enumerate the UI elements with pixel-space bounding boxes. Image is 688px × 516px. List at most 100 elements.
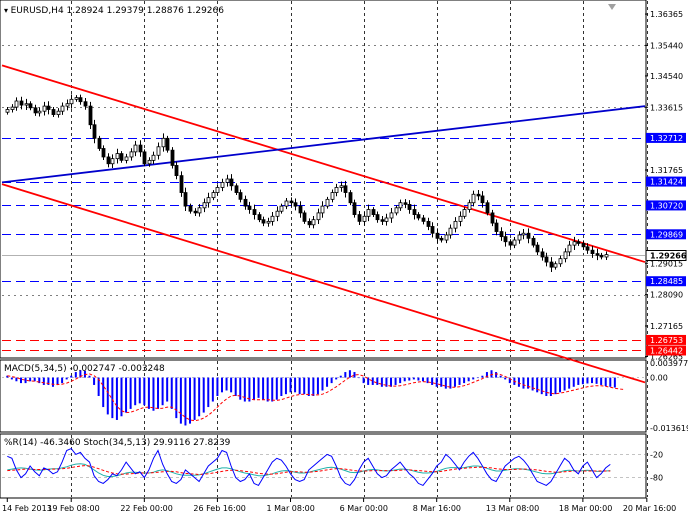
- candle: [161, 133, 166, 152]
- macd-bar: [70, 375, 73, 378]
- lower-red-channel[interactable]: [1, 183, 646, 384]
- candle: [311, 216, 316, 229]
- candle: [243, 195, 248, 210]
- x-tick-label: 18 Mar 00:00: [559, 504, 612, 513]
- macd-bar: [453, 377, 456, 387]
- macd-bar: [275, 377, 278, 400]
- candle: [576, 239, 581, 246]
- macd-bar: [102, 377, 105, 408]
- macd-bar: [24, 377, 27, 384]
- macd-bar: [417, 377, 420, 381]
- macd-bar: [134, 377, 137, 406]
- candle: [56, 108, 61, 118]
- x-tick-label: 13 Mar 08:00: [486, 504, 539, 513]
- macd-bar: [581, 377, 584, 385]
- macd-bar: [476, 377, 479, 379]
- macd-bar: [572, 377, 575, 387]
- macd-bar: [431, 377, 434, 385]
- macd-bar: [307, 377, 310, 396]
- macd-bar: [51, 377, 54, 387]
- candle: [293, 198, 298, 211]
- candle: [480, 191, 485, 208]
- macd-bar: [161, 377, 164, 406]
- macd-bar: [298, 377, 301, 395]
- candle: [544, 252, 549, 267]
- macd-bar: [472, 377, 475, 380]
- macd-bar: [65, 377, 68, 380]
- grid-layer: [2, 1, 648, 497]
- candle: [238, 189, 243, 203]
- macd-bar: [586, 377, 589, 384]
- price-level-label: 1.32712: [650, 134, 683, 143]
- current-price-label: 1.29266: [650, 252, 687, 261]
- candle: [225, 174, 230, 187]
- macd-bar: [604, 377, 607, 387]
- candle: [503, 231, 508, 247]
- candle: [183, 187, 188, 212]
- macd-bar: [294, 377, 297, 393]
- candle: [325, 196, 330, 209]
- candle: [512, 236, 517, 249]
- macd-bar: [508, 377, 511, 384]
- macd-bar: [125, 377, 128, 413]
- macd-bar: [42, 377, 45, 385]
- y-tick-label: 1.36365: [650, 10, 683, 19]
- macd-bar: [56, 377, 59, 385]
- chart-shift-marker-icon[interactable]: [608, 4, 616, 10]
- price-level-box: [646, 334, 686, 345]
- candle: [453, 217, 458, 233]
- candle: [261, 216, 266, 227]
- macd-bar: [230, 377, 233, 393]
- candle: [170, 147, 175, 169]
- macd-bar: [257, 377, 260, 398]
- candle: [279, 203, 284, 214]
- macd-bar: [321, 377, 324, 391]
- macd-bar: [266, 377, 269, 402]
- candle: [412, 204, 417, 220]
- macd-bar: [220, 377, 223, 393]
- macd-bar: [252, 377, 255, 400]
- candle: [462, 207, 467, 219]
- candle: [142, 149, 147, 167]
- macd-bar: [348, 370, 351, 378]
- macd-bar: [376, 377, 379, 385]
- candle: [24, 98, 29, 110]
- macd-bar: [88, 375, 91, 378]
- candle: [416, 212, 421, 221]
- candle: [5, 107, 10, 115]
- macd-bar: [303, 377, 306, 395]
- price-level-box: [646, 276, 686, 287]
- y-tick-label: 1.29015: [650, 259, 683, 268]
- candle: [398, 199, 403, 211]
- macd-bar: [444, 377, 447, 389]
- candle: [19, 96, 24, 110]
- candle: [352, 199, 357, 218]
- candle: [257, 212, 262, 223]
- candle: [106, 153, 111, 168]
- blue-rising-line[interactable]: [1, 105, 646, 184]
- macd-bar: [38, 377, 41, 384]
- main-header: ▾ EURUSD,H4 1.28924 1.29379 1.28876 1.29…: [4, 6, 224, 16]
- macd-bar: [138, 377, 141, 404]
- trendline-layer: [1, 64, 646, 384]
- candle: [339, 181, 344, 192]
- candle: [115, 148, 120, 164]
- upper-red-channel[interactable]: [1, 64, 646, 263]
- candle: [211, 190, 216, 201]
- candle: [60, 102, 65, 115]
- candle: [10, 104, 15, 113]
- candle: [407, 200, 412, 214]
- macd-bar: [344, 372, 347, 378]
- candle: [334, 183, 339, 197]
- candle: [521, 228, 526, 240]
- macd-bar: [316, 377, 319, 395]
- x-tick-label: 19 Feb 08:00: [47, 504, 99, 513]
- axis-layer: 1.36365 1.35440 1.34540 1.33615 1.31765 1.290…: [2, 10, 688, 513]
- macd-bar: [284, 377, 287, 395]
- macd-bar: [152, 377, 155, 411]
- candle: [490, 209, 495, 227]
- candle: [320, 201, 325, 218]
- y-tick-label: 1.34540: [650, 72, 683, 81]
- macd-bar: [549, 377, 552, 396]
- macd-bar: [481, 375, 484, 378]
